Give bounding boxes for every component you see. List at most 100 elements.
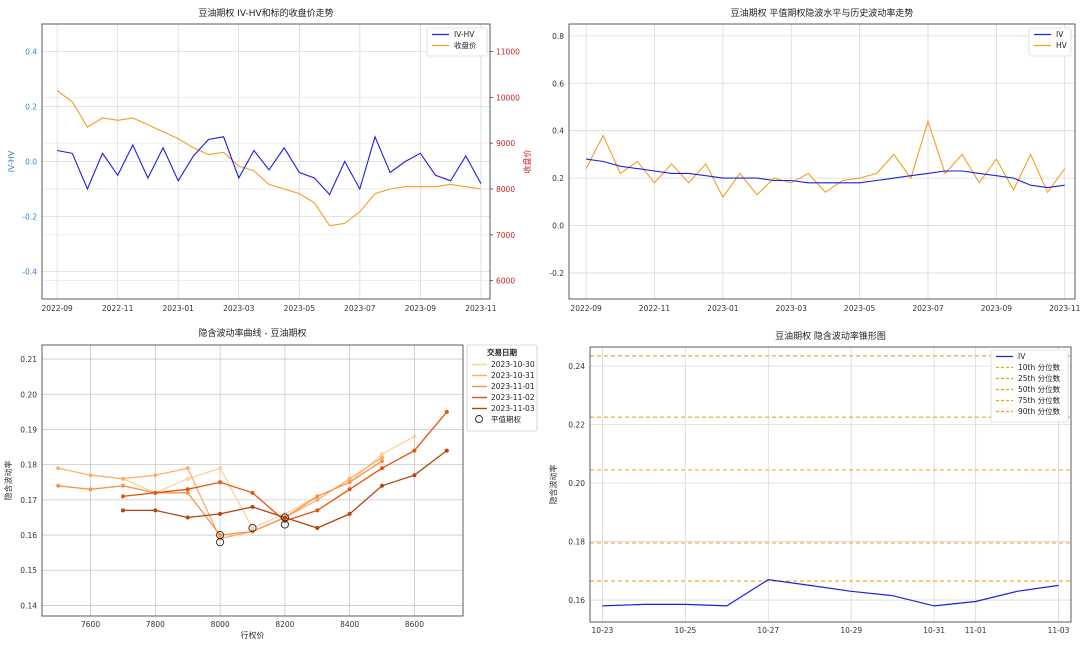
x-tick-label: 10-31 bbox=[923, 626, 945, 635]
y-tick-label: -0.2 bbox=[549, 269, 564, 278]
data-point bbox=[185, 466, 190, 471]
y-tick-label: 0.20 bbox=[568, 479, 585, 488]
data-point bbox=[380, 452, 385, 457]
data-point bbox=[380, 455, 385, 460]
data-point bbox=[88, 473, 93, 478]
x-tick-label: 8600 bbox=[405, 620, 424, 629]
chart-title: 豆油期权 平值期权隐波水平与历史波动率走势 bbox=[731, 7, 914, 19]
data-point bbox=[120, 494, 125, 499]
data-point bbox=[315, 497, 320, 502]
data-point bbox=[412, 434, 417, 439]
atm-marker bbox=[280, 513, 289, 522]
legend-label: 2023-11-03 bbox=[491, 404, 535, 413]
series-line-iv-hv bbox=[57, 135, 482, 196]
series-line-iv bbox=[586, 158, 1065, 189]
plot-frame bbox=[589, 346, 1072, 623]
data-point bbox=[88, 487, 93, 492]
iv-hv-close-chart: 豆油期权 IV-HV和标的收盘价走势 2022-09 2022-11 2023-01 2… bbox=[7, 7, 532, 313]
legend-box bbox=[466, 344, 538, 432]
y-tick-label: 0.8 bbox=[552, 32, 564, 41]
legend-title: 交易日期 bbox=[487, 347, 517, 357]
x-tick-label: 2023-03 bbox=[776, 304, 808, 313]
data-point bbox=[120, 508, 125, 513]
x-tick-label: 8200 bbox=[275, 620, 294, 629]
data-point bbox=[120, 476, 125, 481]
legend-atm-swatch bbox=[475, 415, 483, 423]
data-point bbox=[444, 409, 449, 414]
x-tick-label: 2023-09 bbox=[981, 304, 1013, 313]
data-point bbox=[250, 504, 255, 509]
legend-label: HV bbox=[1056, 41, 1068, 50]
x-axis-label: 行权价 bbox=[241, 630, 265, 640]
legend-label: 2023-10-30 bbox=[491, 360, 535, 369]
y-tick-label: 0.16 bbox=[20, 531, 37, 540]
y-tick-label: 0.16 bbox=[568, 596, 585, 605]
legend-label: 90th 分位数 bbox=[1018, 406, 1061, 416]
legend-atm-label: 平值期权 bbox=[491, 414, 521, 424]
y-tick-label: 0.18 bbox=[20, 461, 37, 470]
y-tick-label-left: 0.2 bbox=[25, 103, 37, 112]
chart-title: 隐含波动率曲线 - 豆油期权 bbox=[199, 327, 307, 339]
data-point bbox=[347, 511, 352, 516]
data-point bbox=[56, 466, 61, 471]
x-tick-label: 2023-05 bbox=[284, 304, 316, 313]
x-tick-label: 2023-07 bbox=[912, 304, 944, 313]
y-tick-label-right: 9000 bbox=[496, 139, 515, 148]
x-tick-label: 11-03 bbox=[1048, 626, 1070, 635]
data-point bbox=[412, 473, 417, 478]
data-point bbox=[315, 494, 320, 499]
x-tick-label: 10-25 bbox=[674, 626, 696, 635]
y-tick-label: 0.22 bbox=[568, 421, 585, 430]
x-tick-label: 10-27 bbox=[757, 626, 779, 635]
x-tick-label: 2023-03 bbox=[223, 304, 255, 313]
data-point bbox=[444, 448, 449, 453]
x-tick-label: 11-01 bbox=[965, 626, 987, 635]
iv-smile-chart: 隐含波动率曲线 - 豆油期权 7600 7800 8000 8200 8400 8600 0.… bbox=[3, 327, 538, 640]
data-point bbox=[218, 466, 223, 471]
legend-label: 2023-10-31 bbox=[491, 371, 535, 380]
data-point bbox=[315, 526, 320, 531]
data-point bbox=[218, 480, 223, 485]
data-point bbox=[250, 526, 255, 531]
y-tick-label: 0.17 bbox=[20, 496, 37, 505]
legend-label: IV bbox=[1018, 352, 1026, 361]
legend-label: 收盘价 bbox=[454, 40, 477, 50]
data-point bbox=[185, 515, 190, 520]
data-point bbox=[347, 480, 352, 485]
data-point bbox=[218, 511, 223, 516]
plot-frame bbox=[41, 23, 491, 300]
x-tick-label: 7800 bbox=[146, 620, 165, 629]
x-tick-label: 2022-11 bbox=[639, 304, 671, 313]
legend-label: 50th 分位数 bbox=[1018, 384, 1061, 394]
legend-label: IV bbox=[1056, 30, 1064, 39]
atm-iv-hv-chart: 豆油期权 平值期权隐波水平与历史波动率走势 2022-09 2022-11 2023-… bbox=[549, 7, 1080, 313]
y-axis-label-left: IV-HV bbox=[7, 150, 16, 172]
y-tick-label: 0.24 bbox=[568, 362, 585, 371]
data-point bbox=[185, 476, 190, 481]
y-tick-label-left: 0.4 bbox=[25, 48, 37, 57]
plot-frame bbox=[568, 23, 1076, 300]
y-axis-label: 隐含波动率 bbox=[548, 465, 558, 505]
data-point bbox=[380, 483, 385, 488]
data-point bbox=[185, 490, 190, 495]
atm-marker bbox=[248, 523, 257, 533]
x-tick-label: 10-23 bbox=[592, 626, 614, 635]
iv-cone-chart: 豆油期权 隐含波动率锥形图 10-23 10-25 10-27 10-29 10-31 11… bbox=[548, 330, 1072, 635]
y-tick-label: 0.19 bbox=[20, 425, 37, 434]
plot-frame bbox=[41, 344, 464, 617]
y-tick-label: 0.20 bbox=[20, 390, 37, 399]
data-point bbox=[347, 476, 352, 481]
series-line-close bbox=[56, 90, 481, 227]
legend-label: 75th 分位数 bbox=[1018, 395, 1061, 405]
x-tick-label: 2023-11 bbox=[1049, 304, 1080, 313]
x-tick-label: 2022-09 bbox=[570, 304, 602, 313]
data-point bbox=[315, 508, 320, 513]
data-point bbox=[347, 487, 352, 492]
y-tick-label: 0.18 bbox=[568, 538, 585, 547]
x-tick-label: 10-29 bbox=[840, 626, 862, 635]
series-line-2023-10-30 bbox=[122, 435, 415, 529]
legend-label: IV-HV bbox=[454, 30, 475, 39]
x-tick-label: 2022-11 bbox=[102, 304, 134, 313]
x-tick-label: 2022-09 bbox=[41, 304, 73, 313]
data-point bbox=[56, 483, 61, 488]
